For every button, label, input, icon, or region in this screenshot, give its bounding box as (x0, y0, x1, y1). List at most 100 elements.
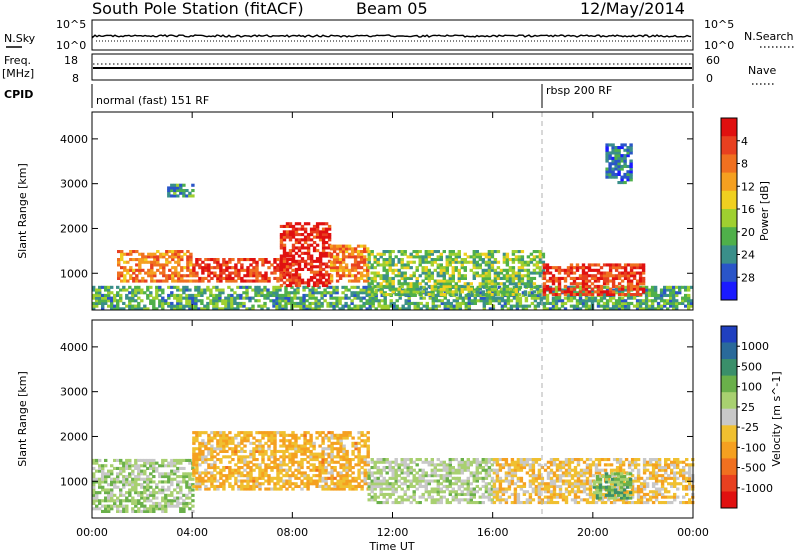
power-colorbar-label: Power [dB] (758, 181, 771, 241)
echo-region-0 (92, 458, 195, 513)
x-tick-label: 12:00 (377, 526, 409, 539)
colorbar-segment (721, 342, 737, 360)
freq-tick-high: 18 (64, 54, 78, 67)
colorbar-segment (721, 425, 737, 443)
echo-region-3 (279, 222, 332, 288)
colorbar-segment (721, 458, 737, 476)
nsky-panel: N.Sky 10^5 10^0 10^5 10^0 N.Search (4, 18, 794, 52)
colorbar-tick-label: 12 (741, 180, 755, 193)
colorbar-segment (721, 263, 737, 283)
cpid-panel: CPID normal (fast) 151 RF rbsp 200 RF (4, 84, 694, 108)
velocity-panel: 1000 2000 3000 4000 Slant Range [km] (16, 319, 695, 519)
echo-region-2 (367, 458, 495, 505)
colorbar-segment (721, 172, 737, 192)
colorbar-segment (721, 359, 737, 377)
cpid-segment-rbsp: rbsp 200 RF (546, 84, 612, 97)
x-tick-label: 00:00 (677, 526, 709, 539)
colorbar-segment (721, 408, 737, 426)
freq-panel: Freq. [MHz] 18 8 60 0 Nave (2, 53, 776, 85)
freq-label-2: [MHz] (2, 67, 34, 80)
power-ylabel: Slant Range [km] (16, 163, 29, 259)
echo-region-7 (542, 263, 646, 297)
colorbar-segment (721, 326, 737, 343)
colorbar-segment (721, 227, 737, 246)
x-tick-label: 00:00 (76, 526, 108, 539)
colorbar-segment (721, 474, 737, 492)
colorbar-tick-label: 500 (741, 360, 762, 373)
echo-region-1 (117, 250, 193, 283)
nave-tick-low: 0 (706, 72, 713, 85)
nsearch-scale-top: 10^5 (704, 18, 734, 31)
colorbar-segment (721, 209, 737, 228)
colorbar-segment (721, 190, 737, 210)
colorbar-tick-label: -25 (741, 421, 759, 434)
colorbar-segment (721, 441, 737, 459)
echo-region-4 (329, 244, 370, 283)
station-title: South Pole Station (fitACF) (92, 0, 304, 18)
y-tick-label: 3000 (60, 386, 88, 399)
echo-region-6 (367, 250, 546, 297)
colorbar-tick-label: 8 (741, 158, 748, 171)
nave-tick-high: 60 (706, 54, 720, 67)
colorbar-tick-label: -500 (741, 462, 766, 475)
velocity-ylabel: Slant Range [km] (16, 371, 29, 467)
colorbar-segment (721, 392, 737, 410)
freq-tick-low: 8 (72, 72, 79, 85)
colorbar-tick-label: 25 (741, 401, 755, 414)
date-title: 12/May/2014 (580, 0, 685, 18)
echo-region-4 (592, 472, 633, 500)
x-tick-label: 16:00 (477, 526, 509, 539)
colorbar-tick-label: 16 (741, 203, 755, 216)
power-y-axis: 1000 2000 3000 4000 (60, 133, 693, 280)
echo-region-5 (167, 183, 195, 198)
x-axis: 00:00 04:00 08:00 12:00 16:00 20:00 00:00 (76, 112, 709, 539)
y-tick-label: 3000 (60, 178, 88, 191)
velocity-colorbar: 1000 500 100 25 -25 -100 -500 -1000 (720, 325, 773, 509)
power-panel: 1000 2000 3000 4000 Slant Range [km] (16, 111, 694, 311)
nsky-trace (92, 34, 692, 42)
colorbar-segment (721, 154, 737, 174)
colorbar-tick-label: 1000 (741, 340, 769, 353)
colorbar-segment (721, 375, 737, 393)
velocity-y-axis: 1000 2000 3000 4000 (60, 341, 693, 488)
colorbar-segment (721, 245, 737, 265)
nave-label: Nave (748, 64, 776, 77)
colorbar-segment (721, 491, 737, 509)
colorbar-tick-label: 20 (741, 226, 755, 239)
velocity-data (92, 431, 695, 513)
colorbar-tick-label: -100 (741, 441, 766, 454)
y-tick-label: 1000 (60, 267, 88, 280)
cpid-label: CPID (4, 88, 33, 101)
echo-region-1 (192, 431, 370, 491)
y-tick-label: 2000 (60, 222, 88, 235)
nsearch-scale-bottom: 10^0 (704, 39, 734, 52)
nsky-scale-bottom: 10^0 (56, 39, 86, 52)
y-tick-label: 4000 (60, 133, 88, 146)
nsky-label: N.Sky (4, 32, 36, 45)
colorbar-tick-label: -1000 (741, 482, 773, 495)
velocity-colorbar-label: Velocity [m s^-1] (770, 371, 783, 466)
power-colorbar: 4 8 12 16 20 24 28 (720, 117, 755, 301)
colorbar-segment (721, 136, 737, 155)
power-data (92, 143, 694, 311)
colorbar-segment (721, 118, 737, 137)
colorbar-tick-label: 28 (741, 271, 755, 284)
x-tick-label: 04:00 (176, 526, 208, 539)
colorbar-tick-label: 24 (741, 249, 755, 262)
x-axis-label: Time UT (368, 540, 414, 553)
freq-label-1: Freq. (4, 54, 31, 67)
y-tick-label: 4000 (60, 341, 88, 354)
x-tick-label: 20:00 (577, 526, 609, 539)
colorbar-segment (721, 281, 737, 301)
nsky-scale-top: 10^5 (56, 18, 86, 31)
cpid-segment-normal: normal (fast) 151 RF (96, 94, 209, 107)
x-tick-label: 08:00 (276, 526, 308, 539)
echo-region-0 (92, 285, 694, 311)
colorbar-tick-label: 100 (741, 381, 762, 394)
colorbar-tick-label: 4 (741, 135, 748, 148)
nsearch-label: N.Search (744, 30, 794, 43)
y-tick-label: 2000 (60, 430, 88, 443)
echo-region-8 (605, 143, 633, 185)
y-tick-label: 1000 (60, 475, 88, 488)
